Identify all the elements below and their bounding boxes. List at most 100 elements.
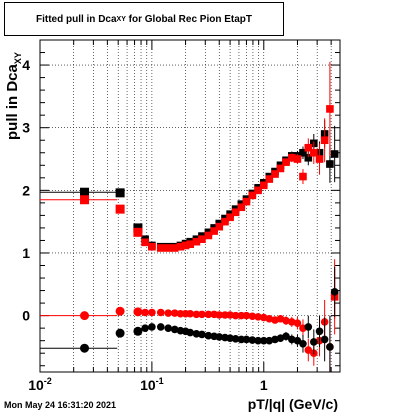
data-point-circle [299,340,307,348]
chart-title-rest: for Global Rec Pion EtapT [125,13,253,25]
data-point-circle [198,310,206,319]
x-tick-label: 10-2 [28,376,52,393]
datestamp: Mon May 24 16:31:20 2021 [4,400,117,410]
y-tick-label: 2 [22,182,30,198]
data-point-circle [186,309,195,318]
data-point-circle [326,343,334,351]
data-point-square [242,197,251,206]
data-point-circle [141,308,149,317]
y-axis-label: pull in DcaXY [4,52,23,140]
data-point-circle [320,335,329,344]
data-point-square [248,191,257,200]
data-point-square [330,150,339,158]
data-point-square [210,227,218,235]
data-point-circle [192,329,201,338]
y-axis-label-subscript: XY [13,52,23,65]
data-point-square [221,217,229,226]
data-point-square [176,242,185,251]
data-point-circle [156,323,165,331]
data-point-circle [215,311,224,319]
data-point-circle [242,335,251,344]
data-point-circle [170,309,179,317]
chart-title-main: Fitted pull in Dca [35,13,117,25]
data-point-square [271,170,279,178]
data-point-circle [282,316,290,325]
data-point-circle [287,335,296,344]
y-axis-label-main: pull in Dca [4,64,21,140]
data-point-circle [226,334,234,342]
data-point-square [141,238,149,247]
data-point-square [133,227,143,237]
data-point-circle [304,346,313,354]
data-series [40,120,339,251]
data-point-square [164,244,173,252]
data-point-square [254,186,262,195]
data-point-square [192,237,201,246]
data-point-circle [80,343,90,353]
data-point-circle [133,307,143,317]
data-point-square [231,208,240,217]
data-point-square [80,195,90,205]
data-series [40,61,339,335]
data-point-circle [254,313,262,321]
data-point-square [310,148,318,157]
data-point-circle [115,328,125,338]
data-point-square [304,153,313,162]
data-point-square [226,213,234,222]
data-point-square [304,143,313,152]
data-point-circle [164,309,173,317]
data-point-square [115,188,125,198]
data-point-circle [248,312,257,321]
data-point-circle [204,331,213,340]
data-point-circle [148,308,156,317]
data-series [40,268,339,372]
data-point-square [293,155,302,163]
data-point-circle [282,332,290,341]
data-point-square [326,160,334,168]
x-tick-label: 1 [260,377,268,393]
x-tick-label: 10-1 [140,376,164,393]
data-point-square [215,222,224,231]
data-point-circle [198,330,206,339]
data-point-circle [293,319,302,327]
y-tick-label: 3 [22,120,30,136]
data-point-circle [148,323,156,331]
data-point-square [265,175,274,183]
data-point-square [326,105,334,113]
data-point-circle [215,333,224,341]
data-point-square [237,203,246,212]
data-point-circle [242,311,251,320]
y-tick-label: 1 [22,245,30,261]
data-point-circle [170,325,179,334]
data-point-circle [192,310,201,319]
data-point-square [170,244,179,252]
data-point-circle [156,308,165,317]
data-point-square [148,242,156,251]
data-point-circle [304,323,313,331]
y-tick-label: 0 [22,308,30,324]
data-point-circle [254,336,262,345]
data-point-circle [310,338,318,346]
data-point-square [299,148,307,157]
data-point-circle [231,335,240,343]
data-point-square [282,158,290,166]
data-point-square [204,231,213,240]
data-point-circle [133,326,143,336]
y-tick-label: 4 [22,57,30,73]
data-point-circle [80,311,90,321]
data-point-circle [141,324,149,332]
data-point-square [115,204,125,214]
data-point-circle [204,310,213,319]
x-axis-label: pT/|q| (GeV/c) [247,396,338,412]
data-point-square [287,153,296,162]
data-point-circle [226,311,234,319]
data-series [40,266,339,372]
data-point-circle [330,288,339,296]
data-point-square [315,155,324,163]
data-point-circle [293,336,302,345]
data-point-circle [186,328,195,337]
data-point-square [80,187,90,197]
data-point-square [259,181,268,190]
data-point-square [181,241,190,250]
